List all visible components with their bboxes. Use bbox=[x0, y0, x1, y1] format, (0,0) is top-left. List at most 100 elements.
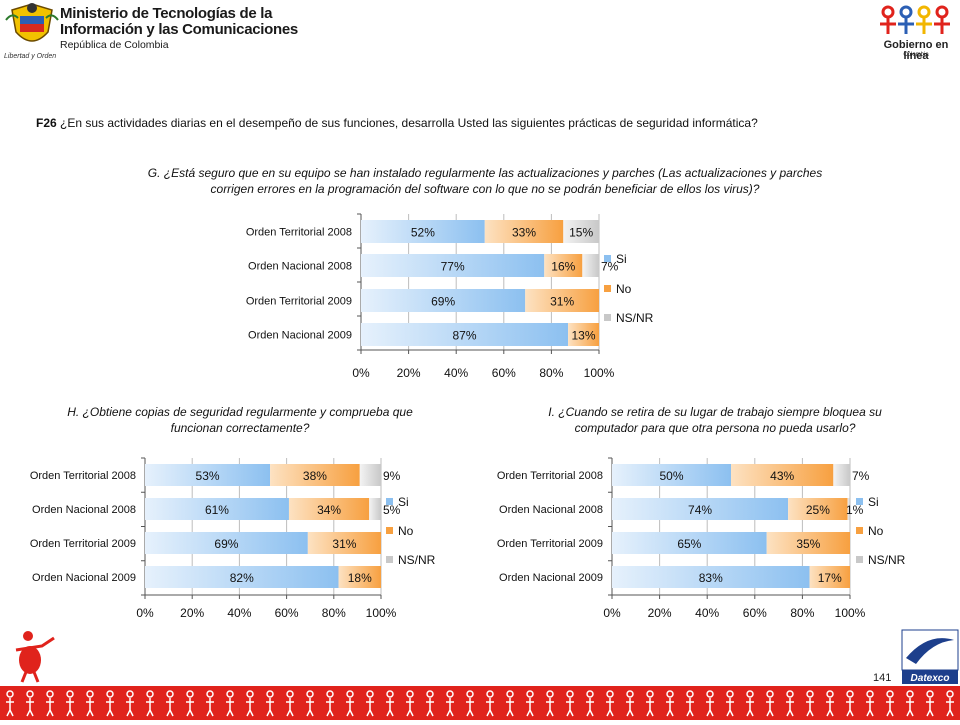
x-tick-label: 40% bbox=[695, 606, 719, 620]
data-label: 7% bbox=[601, 260, 619, 274]
data-label: 43% bbox=[770, 469, 794, 483]
data-label: 16% bbox=[551, 260, 575, 274]
data-label: 61% bbox=[205, 503, 229, 517]
x-tick-label: 40% bbox=[227, 606, 251, 620]
category-label: Orden Nacional 2009 bbox=[248, 330, 352, 342]
legend-label: Si bbox=[616, 252, 627, 266]
band-figure-head bbox=[86, 690, 94, 698]
band-figure-head bbox=[746, 690, 754, 698]
band-figure-body bbox=[926, 698, 934, 717]
legend-label: No bbox=[868, 524, 884, 538]
x-tick-label: 60% bbox=[743, 606, 767, 620]
bar-no bbox=[288, 498, 370, 520]
x-tick-label: 80% bbox=[322, 606, 346, 620]
data-label: 35% bbox=[796, 537, 820, 551]
category-label: Orden Territorial 2009 bbox=[246, 296, 352, 308]
band-figure-head bbox=[186, 690, 194, 698]
data-label: 52% bbox=[411, 226, 435, 240]
band-figure-head bbox=[786, 690, 794, 698]
band-figure-body bbox=[686, 698, 694, 717]
band-figure-head bbox=[926, 690, 934, 698]
data-label: 31% bbox=[550, 295, 574, 309]
band-figure-head bbox=[366, 690, 374, 698]
band-figure-body bbox=[526, 698, 534, 717]
bar-no bbox=[338, 566, 381, 588]
x-tick-label: 100% bbox=[584, 366, 615, 380]
legend-swatch bbox=[856, 556, 863, 563]
ministry-line-2: Información y las Comunicaciones bbox=[60, 21, 298, 38]
band-figure-body bbox=[726, 698, 734, 717]
band-figure-head bbox=[566, 690, 574, 698]
bar-si bbox=[145, 532, 308, 554]
bar-no bbox=[270, 464, 360, 486]
band-figure-head bbox=[426, 690, 434, 698]
band-figure-body bbox=[406, 698, 414, 717]
data-label: 34% bbox=[317, 503, 341, 517]
band-figure-body bbox=[946, 698, 954, 717]
x-tick-label: 80% bbox=[790, 606, 814, 620]
band-figure-head bbox=[226, 690, 234, 698]
band-figure-head bbox=[686, 690, 694, 698]
band-figure-body bbox=[86, 698, 94, 717]
legend-label: NS/NR bbox=[868, 553, 906, 567]
legend-swatch bbox=[604, 314, 611, 321]
bar-nsnr bbox=[833, 464, 850, 486]
data-label: 17% bbox=[818, 571, 842, 585]
band-figure-body bbox=[566, 698, 574, 717]
band-figure-body bbox=[766, 698, 774, 717]
bar-si bbox=[361, 289, 526, 312]
band-figure-head bbox=[726, 690, 734, 698]
band-figure-body bbox=[446, 698, 454, 717]
band-figure-head bbox=[166, 690, 174, 698]
chart-0-group: 0% 20% 40% 60% 80% 100% Orden Territorial 2008… bbox=[246, 213, 654, 380]
data-label: 82% bbox=[230, 571, 254, 585]
data-label: 38% bbox=[303, 469, 327, 483]
band-figure-body bbox=[786, 698, 794, 717]
data-label: 50% bbox=[659, 469, 683, 483]
bar-si bbox=[612, 566, 810, 588]
band-figure-head bbox=[386, 690, 394, 698]
x-tick-label: 60% bbox=[492, 366, 516, 380]
data-label: 15% bbox=[569, 226, 593, 240]
legend-label: Si bbox=[398, 495, 409, 509]
data-label: 87% bbox=[453, 329, 477, 343]
legend-swatch bbox=[856, 527, 863, 534]
category-label: Orden Territorial 2008 bbox=[497, 470, 603, 482]
band-figure-head bbox=[886, 690, 894, 698]
coat-of-arms-icon bbox=[5, 3, 59, 42]
band-figure-head bbox=[346, 690, 354, 698]
band-figure-body bbox=[286, 698, 294, 717]
band-figure-head bbox=[26, 690, 34, 698]
legend-swatch bbox=[604, 255, 611, 262]
x-tick-label: 20% bbox=[648, 606, 672, 620]
band-figure-body bbox=[706, 698, 714, 717]
band-figure-head bbox=[306, 690, 314, 698]
category-label: Orden Territorial 2009 bbox=[30, 538, 136, 550]
category-label: Orden Territorial 2009 bbox=[497, 538, 603, 550]
band-figure-head bbox=[326, 690, 334, 698]
bar-no bbox=[809, 566, 850, 588]
subquestion-i-line-1: I. ¿Cuando se retira de su lugar de trab… bbox=[548, 405, 882, 419]
subquestion-i-line-2: computador para que otra persona no pued… bbox=[574, 421, 856, 435]
band-figure-head bbox=[866, 690, 874, 698]
bar-si bbox=[145, 566, 339, 588]
band-figure-body bbox=[846, 698, 854, 717]
band-figure-head bbox=[586, 690, 594, 698]
band-figure-head bbox=[106, 690, 114, 698]
category-label: Orden Territorial 2008 bbox=[246, 227, 352, 239]
legend-swatch bbox=[604, 285, 611, 292]
band-figure-head bbox=[286, 690, 294, 698]
bar-no bbox=[307, 532, 381, 554]
x-tick-label: 0% bbox=[603, 606, 621, 620]
bottom-decorative-band bbox=[0, 686, 960, 720]
band-figure-head bbox=[486, 690, 494, 698]
datexco-swoosh-icon: Datexco bbox=[901, 629, 959, 684]
band-figure-body bbox=[666, 698, 674, 717]
bar-si bbox=[361, 254, 545, 277]
band-figure-head bbox=[546, 690, 554, 698]
legend-label: NS/NR bbox=[398, 553, 436, 567]
band-figure-head bbox=[626, 690, 634, 698]
bar-no bbox=[731, 464, 834, 486]
x-tick-label: 20% bbox=[180, 606, 204, 620]
bar-no bbox=[788, 498, 848, 520]
